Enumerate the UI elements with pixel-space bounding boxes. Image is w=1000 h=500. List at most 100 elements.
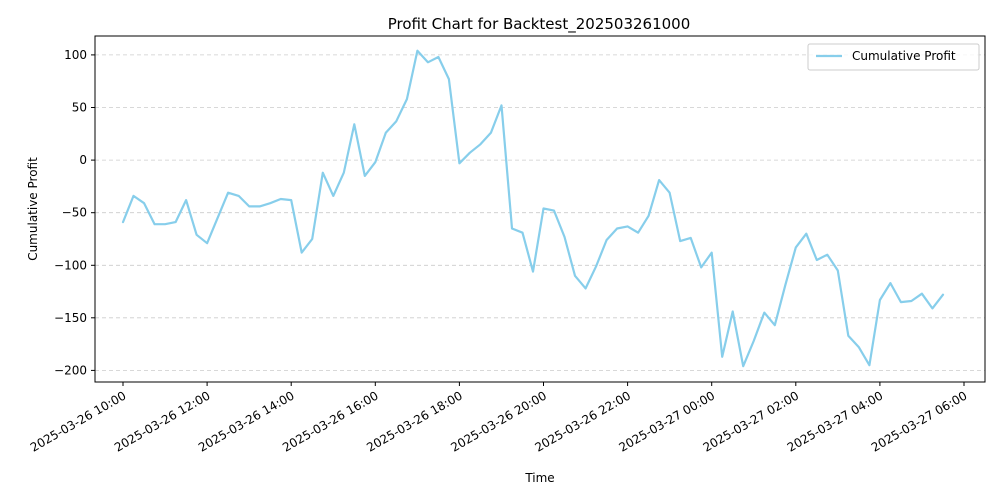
data-point — [206, 242, 208, 244]
data-point — [479, 143, 481, 145]
data-point — [248, 205, 250, 207]
y-tick-label: 50 — [72, 101, 87, 115]
data-point — [868, 364, 870, 366]
legend-label-cumulative-profit: Cumulative Profit — [852, 49, 956, 63]
chart-title: Profit Chart for Backtest_202503261000 — [388, 15, 691, 34]
data-point — [931, 307, 933, 309]
data-point — [637, 232, 639, 234]
data-point — [732, 311, 734, 313]
data-point — [721, 356, 723, 358]
y-tick-label: −150 — [54, 311, 87, 325]
data-point — [416, 50, 418, 52]
data-point — [501, 104, 503, 106]
data-point — [763, 312, 765, 314]
data-point — [564, 236, 566, 238]
data-point — [280, 198, 282, 200]
legend-box — [807, 43, 980, 71]
data-point — [259, 205, 261, 207]
data-point — [784, 284, 786, 286]
data-point — [332, 195, 334, 197]
data-point — [679, 240, 681, 242]
data-point — [858, 346, 860, 348]
data-point — [690, 237, 692, 239]
data-point — [353, 123, 355, 125]
data-point — [385, 132, 387, 134]
data-point — [311, 238, 313, 240]
legend: Cumulative Profit — [807, 43, 980, 71]
data-point — [343, 172, 345, 174]
data-point — [648, 215, 650, 217]
data-point — [942, 294, 944, 296]
data-point — [196, 234, 198, 236]
data-point — [448, 78, 450, 80]
data-point — [658, 179, 660, 181]
data-point — [847, 335, 849, 337]
data-point — [290, 199, 292, 201]
data-point — [406, 98, 408, 100]
data-point — [889, 282, 891, 284]
y-tick-label: −200 — [54, 363, 87, 377]
data-point — [669, 192, 671, 194]
data-point — [427, 61, 429, 63]
x-axis-label: Time — [524, 471, 554, 485]
plot-frame — [94, 35, 986, 383]
data-point — [805, 233, 807, 235]
data-point — [553, 210, 555, 212]
y-axis-label: Cumulative Profit — [26, 157, 40, 261]
data-point — [742, 365, 744, 367]
data-point — [437, 56, 439, 58]
y-tick-label: 100 — [64, 48, 87, 62]
data-point — [301, 252, 303, 254]
data-point — [606, 239, 608, 241]
y-tick-label: −100 — [54, 258, 87, 272]
data-point — [711, 252, 713, 254]
data-point — [175, 221, 177, 223]
data-point — [322, 172, 324, 174]
data-point — [511, 228, 513, 230]
data-point — [595, 265, 597, 267]
data-point — [154, 223, 156, 225]
data-point — [574, 275, 576, 277]
data-point — [532, 271, 534, 273]
series-layer — [121, 49, 945, 368]
data-point — [900, 301, 902, 303]
data-point — [921, 293, 923, 295]
y-tick-label: −50 — [62, 206, 87, 220]
data-point — [490, 132, 492, 134]
data-point — [217, 217, 219, 219]
y-tick-label: 0 — [79, 153, 87, 167]
data-point — [143, 202, 145, 204]
data-point — [543, 208, 545, 210]
data-point — [522, 232, 524, 234]
data-point — [227, 192, 229, 194]
data-point — [269, 202, 271, 204]
data-point — [816, 259, 818, 261]
data-point — [164, 223, 166, 225]
data-point — [627, 225, 629, 227]
data-point — [364, 175, 366, 177]
data-point — [469, 152, 471, 154]
series-line-cumulative-profit — [121, 49, 945, 368]
data-point — [122, 221, 124, 223]
data-point — [238, 195, 240, 197]
data-point — [774, 324, 776, 326]
data-point — [879, 299, 881, 301]
data-point — [753, 340, 755, 342]
series-points — [122, 50, 944, 368]
data-point — [616, 228, 618, 230]
data-point — [910, 300, 912, 302]
data-point — [826, 254, 828, 256]
data-point — [700, 266, 702, 268]
data-point — [395, 120, 397, 122]
y-axis-ticks: 100 50 0 −50 −100 −150 −200 — [54, 48, 95, 377]
data-point — [585, 287, 587, 289]
data-point — [795, 246, 797, 248]
gridlines — [95, 54, 985, 371]
data-point — [374, 161, 376, 163]
data-point — [458, 162, 460, 164]
data-point — [133, 195, 135, 197]
data-point — [837, 270, 839, 272]
data-point — [185, 199, 187, 201]
